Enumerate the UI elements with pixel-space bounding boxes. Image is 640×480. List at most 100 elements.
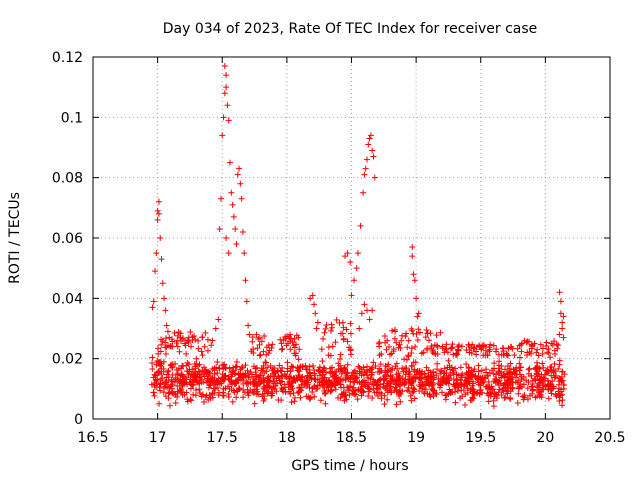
data-point (512, 374, 519, 381)
data-point (518, 341, 525, 348)
data-point (504, 379, 511, 386)
data-point (393, 360, 400, 367)
data-point (502, 394, 509, 401)
data-point (518, 348, 525, 355)
data-point (485, 392, 492, 399)
data-point (179, 336, 186, 343)
data-point (158, 341, 165, 348)
data-point (198, 348, 205, 355)
data-point (265, 373, 272, 380)
data-point (352, 367, 359, 374)
data-point (405, 337, 412, 344)
data-point (233, 377, 240, 384)
data-point (273, 388, 280, 395)
data-point (166, 334, 173, 341)
data-point (418, 350, 425, 357)
data-point (415, 326, 422, 333)
data-point (478, 346, 485, 353)
data-point (216, 225, 223, 232)
data-point (391, 335, 398, 342)
data-point (354, 396, 361, 403)
data-point (410, 330, 417, 337)
data-point (380, 375, 387, 382)
data-point (155, 198, 162, 205)
data-point (261, 333, 268, 340)
data-point (185, 338, 192, 345)
data-point (364, 307, 371, 314)
data-point (445, 357, 452, 364)
data-point (254, 345, 261, 352)
data-point (247, 369, 254, 376)
data-point (532, 377, 539, 384)
data-point (500, 372, 507, 379)
data-point (321, 374, 328, 381)
data-point (265, 342, 272, 349)
data-point (540, 382, 547, 389)
data-point (222, 364, 229, 371)
data-point (429, 349, 436, 356)
data-point (507, 360, 514, 367)
data-point (295, 334, 302, 341)
data-point (221, 63, 228, 70)
data-point (287, 346, 294, 353)
data-points (148, 63, 568, 410)
data-point (262, 359, 269, 366)
data-point (154, 207, 161, 214)
data-point (493, 346, 500, 353)
data-point (149, 354, 156, 361)
data-point (360, 189, 367, 196)
data-point (401, 356, 408, 363)
data-point (344, 361, 351, 368)
data-point (425, 380, 432, 387)
data-point (321, 365, 328, 372)
data-point (357, 222, 364, 229)
data-point (187, 374, 194, 381)
data-point (317, 397, 324, 404)
data-point (416, 367, 423, 374)
data-point (360, 383, 367, 390)
data-point (150, 389, 157, 396)
data-point (439, 375, 446, 382)
data-point (402, 333, 409, 340)
data-point (504, 384, 511, 391)
data-point (241, 389, 248, 396)
data-point (169, 371, 176, 378)
data-point (297, 363, 304, 370)
data-point (327, 388, 334, 395)
data-point (556, 331, 563, 338)
data-point (358, 392, 365, 399)
data-point (187, 328, 194, 335)
data-point (454, 388, 461, 395)
data-point (283, 333, 290, 340)
data-point (470, 368, 477, 375)
data-point (451, 381, 458, 388)
data-point (172, 399, 179, 406)
data-point (521, 392, 528, 399)
data-point (253, 331, 260, 338)
data-point (163, 335, 170, 342)
data-point (348, 372, 355, 379)
data-point (433, 332, 440, 339)
data-point (286, 380, 293, 387)
data-point (240, 374, 247, 381)
data-point (157, 348, 164, 355)
data-point (183, 389, 190, 396)
data-point (251, 379, 258, 386)
data-point (414, 313, 421, 320)
data-point (414, 337, 421, 344)
data-point (559, 319, 566, 326)
data-point (344, 250, 351, 257)
data-point (286, 388, 293, 395)
data-point (423, 326, 430, 333)
data-point (412, 374, 419, 381)
data-point (403, 356, 410, 363)
data-point (260, 377, 267, 384)
data-point (428, 345, 435, 352)
data-point (263, 351, 270, 358)
data-point (558, 402, 565, 409)
data-point (533, 364, 540, 371)
data-point (329, 343, 336, 350)
x-tick-label: 17 (149, 430, 167, 446)
data-point (420, 349, 427, 356)
data-point (203, 392, 210, 399)
